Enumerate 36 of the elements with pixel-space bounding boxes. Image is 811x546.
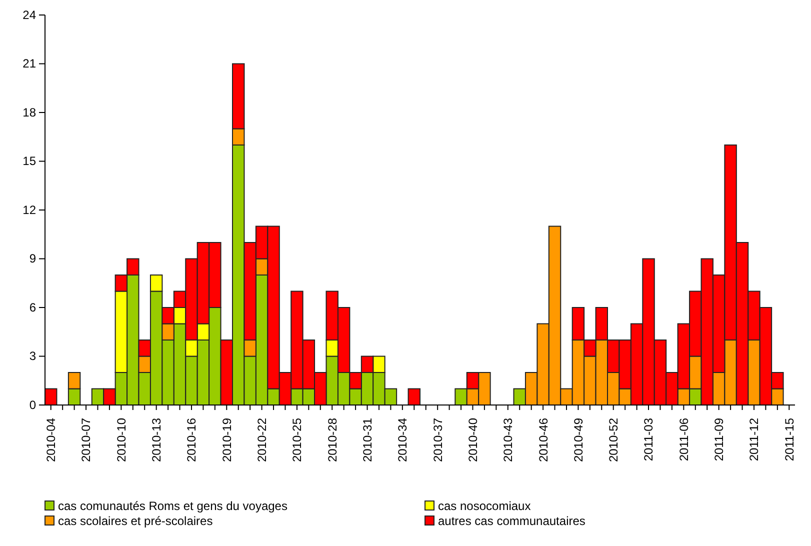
x-tick-label: 2010-40 [466,418,480,462]
y-tick-label: 0 [29,398,36,412]
x-tick-label: 2011-12 [747,418,762,462]
x-tick-label: 2010-52 [606,418,621,462]
legend-label: autres cas communautaires [438,514,586,528]
x-tick-label: 2011-09 [712,418,726,462]
y-tick-label: 21 [22,56,36,71]
x-tick-label: 2010-04 [44,418,58,462]
x-tick-label: 2010-49 [571,418,586,462]
y-tick-label: 24 [22,8,36,22]
y-tick-label: 3 [29,349,36,364]
bar [408,388,420,406]
x-tick-label: 2010-19 [220,418,234,462]
x-tick-label: 2011-03 [642,418,656,462]
y-tick-label: 6 [29,300,36,314]
x-tick-label: 2010-07 [79,418,94,462]
x-tick-label: 2010-25 [290,418,304,462]
x-tick-label: 2010-43 [501,418,516,462]
x-tick-label: 2010-28 [325,418,340,462]
legend-label: cas comunautés Roms et gens du voyages [58,499,288,513]
y-tick-label: 9 [29,252,36,266]
x-tick-label: 2010-10 [114,418,128,462]
x-tick-label: 2011-15 [782,418,796,462]
x-tick-label: 2010-34 [396,418,410,462]
x-tick-label: 2010-46 [536,418,550,462]
x-tick-label: 2011-06 [676,418,691,462]
y-tick-label: 15 [22,154,36,168]
y-tick-label: 18 [22,105,36,120]
x-tick-label: 2010-37 [430,418,445,462]
x-tick-label: 2010-16 [184,418,199,462]
x-tick-label: 2010-22 [254,418,269,462]
legend-label: cas nosocomiaux [438,499,531,513]
y-tick-label: 12 [22,202,36,217]
x-tick-label: 2010-13 [150,418,164,462]
legend-label: cas scolaires et pré-scolaires [58,514,213,528]
x-tick-label: 2010-31 [360,418,374,462]
